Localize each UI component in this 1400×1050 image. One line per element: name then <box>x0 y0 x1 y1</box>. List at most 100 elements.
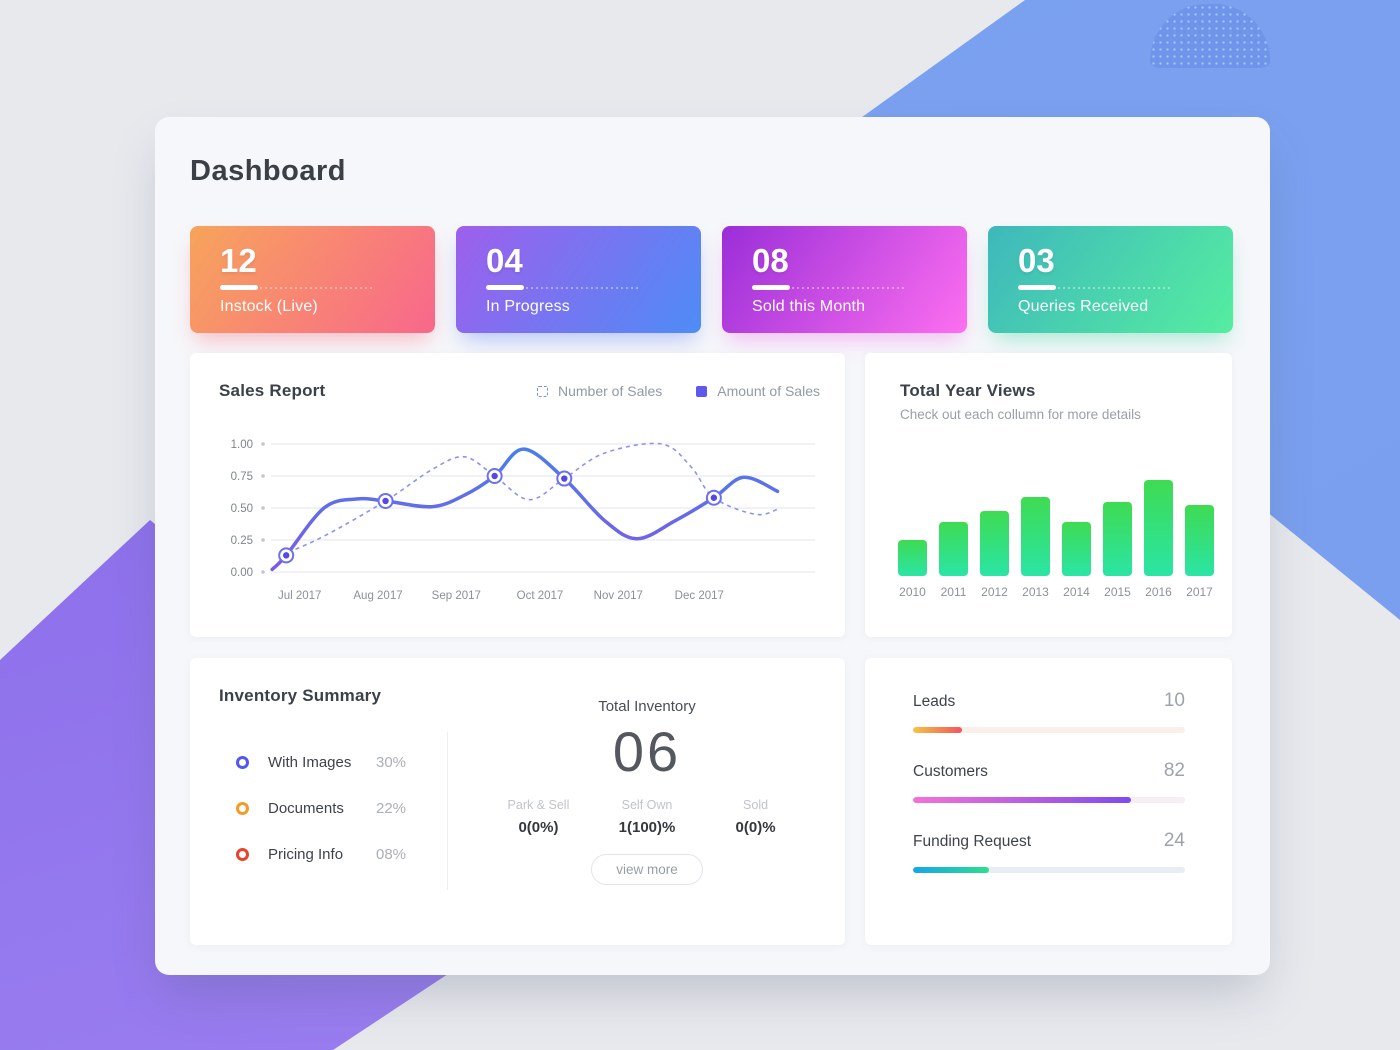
metrics-panel: Leads 10 Customers 82 Funding Request 24 <box>865 658 1232 945</box>
bar-2013 <box>1021 497 1050 576</box>
data-point-dot <box>283 552 290 559</box>
y-axis-label: 0.25 <box>231 535 253 547</box>
axis-tick-dot <box>261 442 265 446</box>
stat-divider <box>486 285 673 291</box>
bar-label: 2011 <box>940 585 967 599</box>
total-year-views-title: Total Year Views <box>900 381 1036 400</box>
bar-column-2015[interactable]: 2015 <box>1103 502 1132 599</box>
bar-2016 <box>1144 480 1173 576</box>
inventory-item-pricing-info: Pricing Info 08% <box>236 846 406 863</box>
stat-cards-row: 12 Instock (Live) 04 In Progress 08 Sold this… <box>190 226 1235 333</box>
stat-underline-dots <box>1058 286 1171 289</box>
sales-line-chart: 1.00 0.75 0.50 0.25 0.00 Jul 2017 Aug 2017 Sep … <box>231 439 815 602</box>
ring-icon <box>236 848 249 861</box>
inventory-item-with-images: With Images 30% <box>236 754 406 771</box>
bar-2017 <box>1185 505 1214 576</box>
stat-value: 04 <box>486 242 523 279</box>
bar-column-2011[interactable]: 2011 <box>939 522 968 599</box>
metric-progress-track <box>913 867 1185 873</box>
total-inventory-col-value: 0(0)% <box>735 818 776 836</box>
bar-label: 2012 <box>981 585 1008 599</box>
page-title: Dashboard <box>190 155 346 187</box>
stat-underline-pill <box>752 285 790 291</box>
stat-underline-pill <box>486 285 524 291</box>
bar-label: 2017 <box>1186 585 1213 599</box>
data-point-dot <box>561 475 568 482</box>
x-axis-label: Jul 2017 <box>278 590 321 602</box>
total-inventory-block: Total Inventory 06 Park & Sell 0(0%) Self … <box>467 698 827 885</box>
data-point-dot <box>382 497 389 505</box>
metric-header: Leads 10 <box>913 690 1185 712</box>
y-axis-label: 0.50 <box>231 503 253 515</box>
metric-progress-track <box>913 797 1185 803</box>
total-inventory-col-value: 1(100)% <box>618 818 676 836</box>
metric-header: Funding Request 24 <box>913 830 1185 852</box>
stat-divider <box>752 285 939 291</box>
total-year-views-subtitle: Check out each collumn for more details <box>900 407 1141 422</box>
x-axis-label: Oct 2017 <box>517 590 564 602</box>
total-inventory-col-park-sell: Park & Sell 0(0%) <box>485 798 592 836</box>
bar-column-2013[interactable]: 2013 <box>1021 497 1050 599</box>
inventory-item-label: Pricing Info <box>268 846 344 863</box>
metric-label: Funding Request <box>913 833 1032 850</box>
total-inventory-columns: Park & Sell 0(0%) Self Own 1(100)% Sold 0(0)% <box>467 798 827 836</box>
legend-swatch-dashed <box>536 385 548 397</box>
bar-label: 2010 <box>899 585 926 599</box>
inventory-summary-title: Inventory Summary <box>219 686 382 705</box>
stat-card-queries-received[interactable]: 03 Queries Received <box>988 226 1233 333</box>
inventory-item-percent: 22% <box>376 800 407 817</box>
inventory-item-percent: 30% <box>376 754 407 771</box>
data-point-dot <box>710 494 718 501</box>
stat-card-sold-this-month[interactable]: 08 Sold this Month <box>722 226 967 333</box>
bar-column-2010[interactable]: 2010 <box>898 540 927 599</box>
bar-column-2017[interactable]: 2017 <box>1185 505 1214 599</box>
metric-header: Customers 82 <box>913 760 1185 782</box>
stat-underline-dots <box>526 286 639 289</box>
metric-leads: Leads 10 <box>913 690 1185 733</box>
metric-value: 24 <box>1163 830 1185 851</box>
stat-label: Instock (Live) <box>220 298 318 316</box>
bar-column-2012[interactable]: 2012 <box>980 511 1009 599</box>
ring-icon <box>236 802 249 815</box>
bar-2010 <box>898 540 927 576</box>
y-axis-label: 0.75 <box>231 471 253 483</box>
total-inventory-col-label: Self Own <box>621 797 673 812</box>
stat-card-instock-live-[interactable]: 12 Instock (Live) <box>190 226 435 333</box>
axis-tick-dot <box>261 474 265 478</box>
bar-2015 <box>1103 502 1132 576</box>
total-inventory-col-self-own: Self Own 1(100)% <box>594 798 701 836</box>
total-inventory-col-value: 0(0%) <box>518 818 559 836</box>
bar-column-2016[interactable]: 2016 <box>1144 480 1173 599</box>
metric-label: Customers <box>913 763 988 780</box>
bar-column-2014[interactable]: 2014 <box>1062 522 1091 599</box>
metric-progress-fill <box>913 727 962 733</box>
total-inventory-col-sold: Sold 0(0)% <box>702 798 809 836</box>
stat-divider <box>1018 285 1205 291</box>
stat-value: 03 <box>1018 242 1055 279</box>
sales-report-legend: Number of Sales Amount of Sales <box>536 383 820 399</box>
y-axis-label: 1.00 <box>231 439 253 451</box>
stat-value: 08 <box>752 242 789 279</box>
inventory-breakdown-list: With Images 30% Documents 22% Pricing Info 08… <box>236 754 406 863</box>
axis-tick-dot <box>261 506 265 510</box>
legend-item-solid[interactable]: Amount of Sales <box>696 383 820 399</box>
stat-card-in-progress[interactable]: 04 In Progress <box>456 226 701 333</box>
axis-tick-dot <box>261 570 265 574</box>
total-inventory-value: 06 <box>612 720 682 783</box>
stat-divider <box>220 285 407 291</box>
bar-2014 <box>1062 522 1091 576</box>
inventory-item-documents: Documents 22% <box>236 800 406 817</box>
legend-item-dashed[interactable]: Number of Sales <box>536 383 662 399</box>
amount-of-sales-line <box>270 447 780 572</box>
x-axis-label: Dec 2017 <box>675 590 724 602</box>
x-axis-label: Aug 2017 <box>353 590 402 602</box>
metric-value: 82 <box>1163 760 1185 781</box>
view-more-button[interactable]: view more <box>591 853 703 885</box>
axis-tick-dot <box>261 538 265 542</box>
stat-label: Sold this Month <box>752 298 866 316</box>
stat-value: 12 <box>220 242 257 279</box>
metric-label: Leads <box>913 693 956 710</box>
year-views-bar-chart: 2010 2011 2012 2013 2014 2015 2016 2017 <box>898 480 1214 599</box>
inventory-item-percent: 08% <box>376 846 407 863</box>
stat-underline-pill <box>220 285 258 291</box>
